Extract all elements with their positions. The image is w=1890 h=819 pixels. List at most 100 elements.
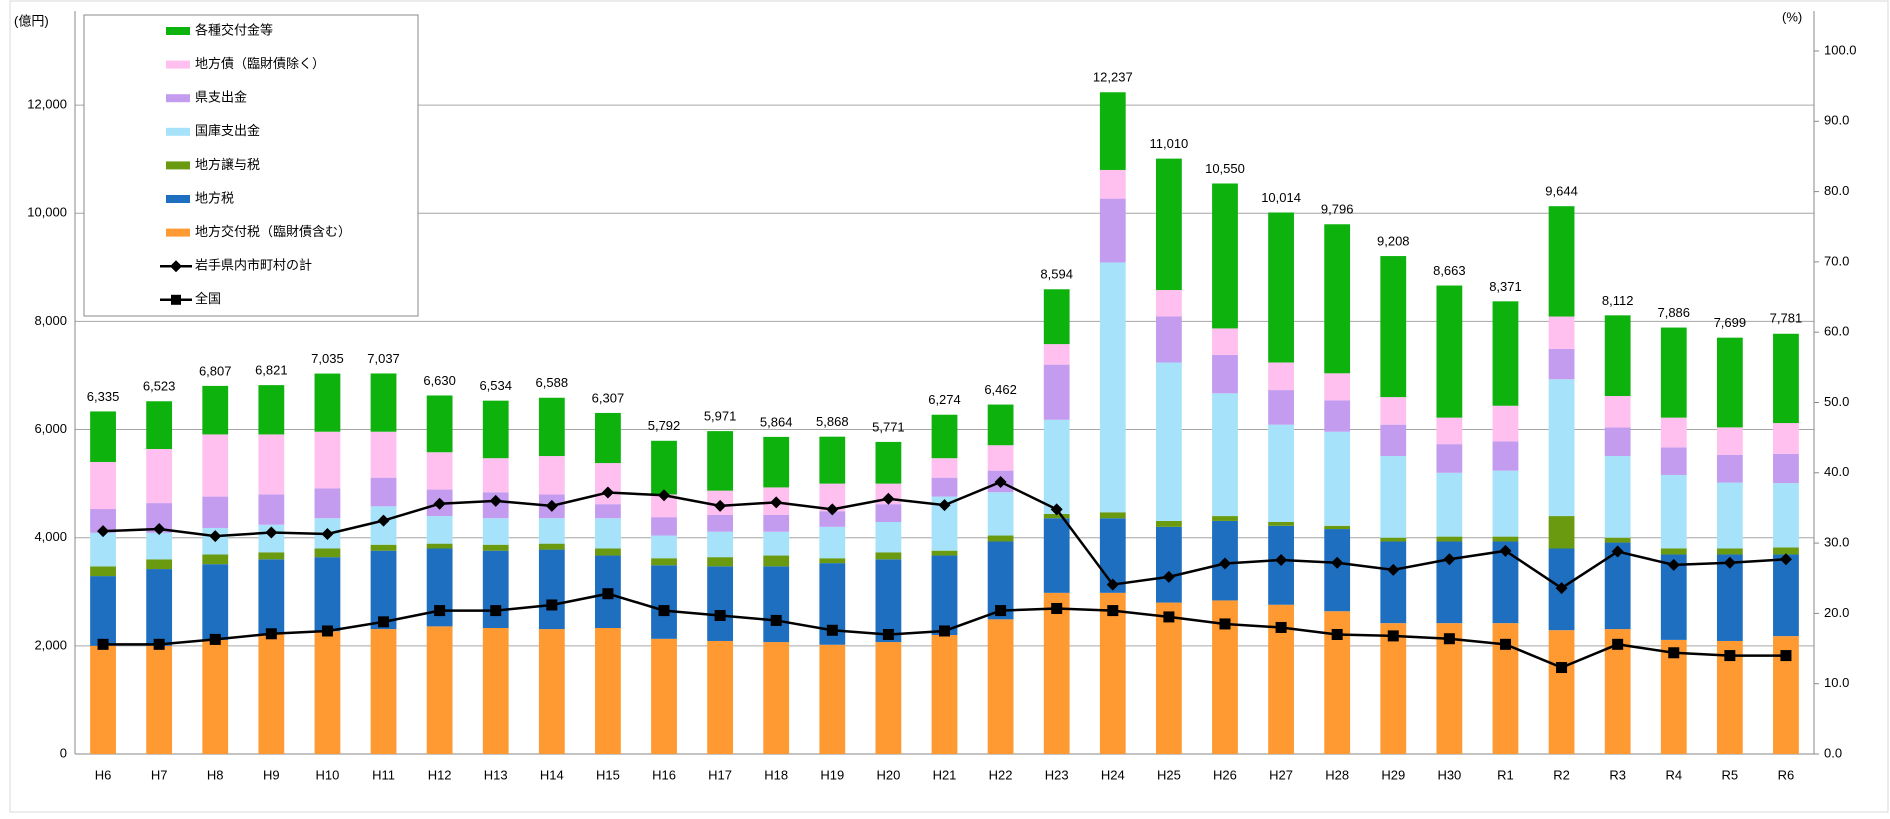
x-tick-label: H11 [372,767,395,782]
line-marker [1331,628,1343,640]
line-marker [1331,556,1344,569]
bar-segment [1212,354,1238,394]
y-axis-title: (億円) [14,13,49,28]
legend-swatch [170,260,182,273]
bar-segment [202,496,229,528]
bar-segment [707,431,734,491]
x-tick-label: H7 [151,767,168,782]
line-marker [601,486,614,499]
line-marker [1556,662,1568,674]
legend-swatch [166,195,190,203]
bar-segment [258,494,285,525]
line-marker [1275,621,1287,633]
bar-segment [931,477,958,497]
bar-segment [875,504,902,523]
bar-segment [1548,379,1575,517]
bar-segment [1212,516,1238,521]
bar-segment [202,639,229,754]
y2-tick-label: 20.0 [1824,605,1849,620]
x-tick-label: R3 [1609,767,1626,782]
line-marker [490,605,502,617]
y2-tick-label: 100.0 [1824,42,1857,57]
total-label: 8,112 [1602,293,1634,308]
legend-swatch [166,60,190,69]
line-marker [209,530,222,543]
x-tick-label: R1 [1497,767,1514,782]
bar-segment [370,544,397,551]
bar-segment [314,557,341,632]
y-tick-label: 6,000 [34,421,67,436]
total-label: 6,534 [479,378,512,393]
bar-segment [1436,472,1463,537]
bar-segment [595,548,621,556]
bar-segment [1492,470,1519,537]
bar-segment [314,488,341,519]
total-label: 5,792 [648,418,681,433]
bar-segment [426,452,453,490]
y-tick-label: 2,000 [34,637,67,652]
bar-segment [987,404,1014,446]
x-tick-label: H8 [207,767,224,782]
bar-segment [1773,554,1799,637]
x-tick-label: H12 [428,767,452,782]
bar-segment [1492,441,1519,471]
bar-segment [1212,183,1238,329]
legend-label: 地方債（臨財債除く） [195,56,325,71]
x-tick-label: H26 [1213,767,1237,782]
total-label: 7,037 [367,351,400,366]
total-label: 5,771 [872,419,905,434]
bar-segment [258,385,285,435]
line-marker [602,588,614,600]
bar-segment [1492,536,1519,542]
total-label: 7,886 [1657,305,1690,320]
bar-segment [1099,198,1126,263]
x-tick-label: H30 [1437,767,1461,782]
bar-segment [1043,592,1070,754]
bar-segment [314,431,341,489]
bar-segment [1099,92,1126,170]
line-marker [1162,570,1175,583]
bar-segment [763,531,790,556]
total-label: 8,371 [1489,279,1522,294]
bar-segment [1548,206,1575,317]
bar-segment [1380,623,1407,754]
line-marker [1218,557,1231,570]
y2-tick-label: 90.0 [1824,113,1849,128]
bar-segment [707,531,734,558]
bar-segment [90,566,116,577]
bar-segment [931,458,958,478]
bar-segment [1155,526,1182,603]
legend-label: 地方税 [195,190,234,205]
line-marker [1051,602,1063,614]
total-label: 8,594 [1040,267,1073,282]
line-marker [995,605,1007,617]
line-marker [826,503,839,516]
legend-swatch [166,228,190,237]
line-marker [1443,553,1456,566]
line-marker [770,496,783,509]
bar-segment [90,509,116,533]
bar-segment [1268,212,1294,363]
x-tick-label: H9 [263,767,280,782]
bar-segment [1324,525,1351,530]
line-marker [1387,563,1400,576]
bar-segment [1380,541,1407,624]
bar-segment [651,440,677,495]
bar-segment [146,401,173,450]
total-label: 9,796 [1321,202,1354,217]
bar-segment [1043,289,1070,345]
bar-segment [875,522,902,553]
bar-segment [482,458,509,493]
bar-segment [426,395,453,453]
total-label: 6,274 [928,392,961,407]
bar-segment [1773,333,1799,424]
bar-segment [1380,397,1407,425]
total-label: 9,644 [1545,184,1578,199]
x-tick-label: H10 [316,767,340,782]
bar-segment [819,436,846,484]
line-marker [1668,647,1680,659]
legend-swatch [166,27,190,35]
bar-segment [1716,554,1743,641]
y-tick-label: 12,000 [27,97,67,112]
line-marker [714,610,726,622]
